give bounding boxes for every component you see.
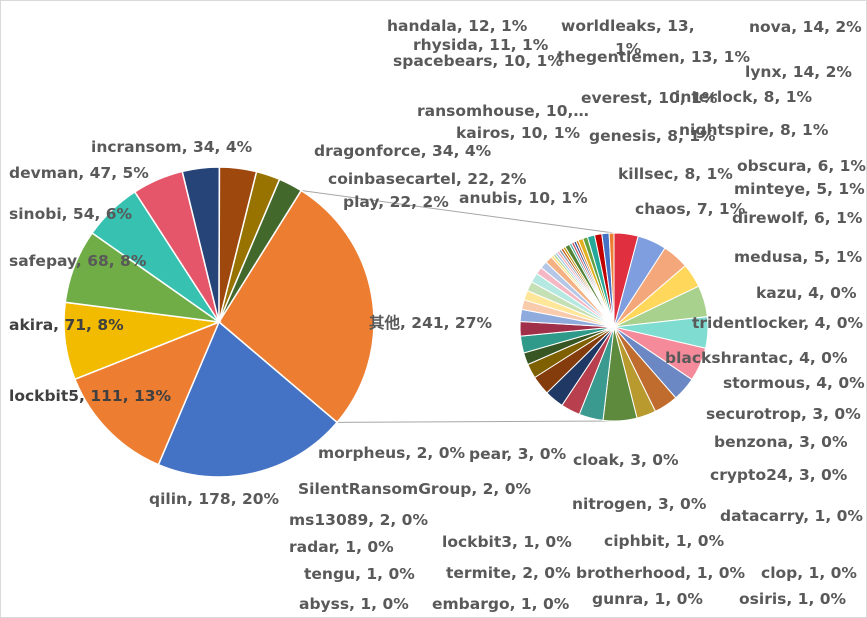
secondary-pie bbox=[519, 232, 709, 422]
data-label-radar: radar, 1, 0% bbox=[289, 538, 394, 556]
data-label-clop: clop, 1, 0% bbox=[761, 564, 857, 582]
data-label-morpheus: morpheus, 2, 0% bbox=[318, 444, 465, 462]
secondary-pie-slice-morpheus bbox=[608, 232, 615, 328]
data-label-play: play, 22, 2% bbox=[343, 193, 449, 211]
data-label-abyss: abyss, 1, 0% bbox=[299, 595, 409, 613]
connector-line-top bbox=[301, 190, 615, 234]
data-label-medusa: medusa, 5, 1% bbox=[734, 248, 863, 266]
data-label-cloak: cloak, 3, 0% bbox=[573, 451, 679, 469]
data-label-embargo: embargo, 1, 0% bbox=[432, 595, 570, 613]
data-label-anubis: anubis, 10, 1% bbox=[459, 189, 588, 207]
connector-line-bottom bbox=[337, 420, 615, 423]
main-pie-slice-other bbox=[218, 189, 375, 424]
data-label-sinobi: sinobi, 54, 6% bbox=[9, 205, 133, 223]
data-label-nitrogen: nitrogen, 3, 0% bbox=[572, 495, 707, 513]
data-label-interlock: interlock, 8, 1% bbox=[675, 88, 813, 106]
data-label-benzona: benzona, 3, 0% bbox=[714, 433, 848, 451]
data-label-blackshrantac: blackshrantac, 4, 0% bbox=[665, 349, 848, 367]
data-label-chaos: chaos, 7, 1% bbox=[635, 200, 746, 218]
data-label-securotrop: securotrop, 3, 0% bbox=[706, 405, 861, 423]
data-label-tengu: tengu, 1, 0% bbox=[304, 565, 415, 583]
data-label-silentransomgroup: SilentRansomGroup, 2, 0% bbox=[298, 480, 531, 498]
data-label-pear: pear, 3, 0% bbox=[469, 445, 567, 463]
main-pie-slice-lockbit5 bbox=[73, 320, 221, 466]
data-label-brotherhood: brotherhood, 1, 0% bbox=[576, 564, 746, 582]
data-label-akira: akira, 71, 8% bbox=[9, 316, 124, 334]
data-label-direwolf: direwolf, 6, 1% bbox=[732, 209, 863, 227]
data-label-ms13089: ms13089, 2, 0% bbox=[289, 511, 428, 529]
data-label-lynx: lynx, 14, 2% bbox=[745, 63, 852, 81]
data-label-incransom: incransom, 34, 4% bbox=[91, 138, 253, 156]
data-label-nova: nova, 14, 2% bbox=[749, 18, 862, 36]
data-label-ransomhouse: ransomhouse, 10,… bbox=[417, 102, 589, 120]
data-label-spacebears: spacebears, 10, 1% bbox=[393, 52, 563, 70]
data-label-crypto24: crypto24, 3, 0% bbox=[710, 466, 848, 484]
data-label-handala: handala, 12, 1% bbox=[387, 17, 528, 35]
data-label-termite: termite, 2, 0% bbox=[446, 564, 571, 582]
data-label-everest: everest, 10, 1% bbox=[581, 89, 718, 107]
data-label-killsec: killsec, 8, 1% bbox=[618, 165, 733, 183]
connector-lines bbox=[301, 190, 615, 423]
data-label-osiris: osiris, 1, 0% bbox=[739, 590, 847, 608]
data-label-lockbit3: lockbit3, 1, 0% bbox=[442, 533, 572, 551]
data-label-safepay: safepay, 68, 8% bbox=[9, 252, 147, 270]
main-pie bbox=[63, 166, 375, 478]
data-label-ciphbit: ciphbit, 1, 0% bbox=[604, 532, 725, 550]
data-label-other: 其他, 241, 27% bbox=[369, 313, 492, 332]
data-label-kairos: kairos, 10, 1% bbox=[456, 124, 581, 142]
data-label-rhysida: rhysida, 11, 1% bbox=[413, 36, 549, 54]
data-label-stormous: stormous, 4, 0% bbox=[723, 374, 865, 392]
data-label-nightspire: nightspire, 8, 1% bbox=[679, 121, 829, 139]
data-label-datacarry: datacarry, 1, 0% bbox=[720, 507, 863, 525]
data-label-1: 1% bbox=[615, 40, 642, 58]
data-label-gunra: gunra, 1, 0% bbox=[592, 590, 703, 608]
data-label-devman: devman, 47, 5% bbox=[9, 164, 149, 182]
data-label-minteye: minteye, 5, 1% bbox=[734, 180, 865, 198]
data-label-lockbit5: lockbit5, 111, 13% bbox=[9, 387, 172, 405]
data-label-tridentlocker: tridentlocker, 4, 0% bbox=[692, 314, 863, 332]
data-label-qilin: qilin, 178, 20% bbox=[149, 490, 280, 508]
data-label-coinbasecartel: coinbasecartel, 22, 2% bbox=[328, 170, 527, 188]
data-label-genesis: genesis, 8, 1% bbox=[589, 127, 716, 145]
data-label-worldleaks: worldleaks, 13, bbox=[561, 17, 695, 35]
data-label-kazu: kazu, 4, 0% bbox=[756, 284, 857, 302]
data-label-obscura: obscura, 6, 1% bbox=[737, 157, 866, 175]
data-label-dragonforce: dragonforce, 34, 4% bbox=[314, 142, 492, 160]
data-labels: 其他, 241, 27% qilin, 178, 20% lockbit5, 111… bbox=[9, 17, 866, 613]
data-label-thegentlemen: thegentlemen, 13, 1% bbox=[557, 48, 750, 66]
main-pie-slice-play bbox=[218, 178, 303, 323]
